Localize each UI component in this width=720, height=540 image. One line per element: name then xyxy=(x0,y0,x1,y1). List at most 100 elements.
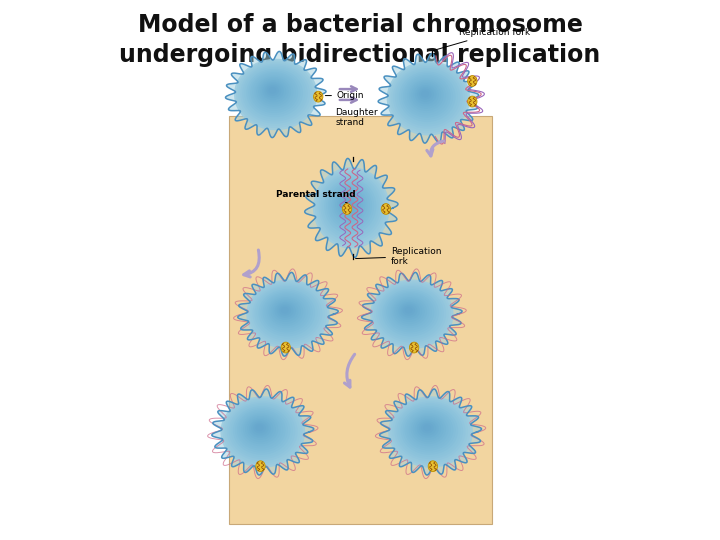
Ellipse shape xyxy=(384,291,437,334)
Ellipse shape xyxy=(382,204,391,214)
Ellipse shape xyxy=(260,80,287,103)
Ellipse shape xyxy=(339,193,359,214)
Text: Replication fork: Replication fork xyxy=(433,28,531,51)
Polygon shape xyxy=(305,158,398,258)
Ellipse shape xyxy=(344,199,352,207)
Polygon shape xyxy=(238,272,338,356)
Ellipse shape xyxy=(421,423,434,434)
Ellipse shape xyxy=(261,291,313,334)
Ellipse shape xyxy=(415,417,441,440)
Polygon shape xyxy=(225,51,326,138)
Ellipse shape xyxy=(417,87,434,102)
Ellipse shape xyxy=(317,171,385,244)
Ellipse shape xyxy=(235,408,288,453)
Ellipse shape xyxy=(411,82,441,109)
Ellipse shape xyxy=(390,295,430,328)
Ellipse shape xyxy=(264,294,308,330)
Ellipse shape xyxy=(390,398,470,465)
Ellipse shape xyxy=(256,77,291,107)
Ellipse shape xyxy=(407,411,451,449)
Ellipse shape xyxy=(398,404,461,457)
Ellipse shape xyxy=(262,82,284,100)
Ellipse shape xyxy=(410,414,446,444)
Ellipse shape xyxy=(388,294,432,330)
Ellipse shape xyxy=(247,417,274,440)
Ellipse shape xyxy=(279,305,292,316)
Ellipse shape xyxy=(220,396,305,468)
Ellipse shape xyxy=(313,167,390,248)
Ellipse shape xyxy=(246,69,303,117)
Ellipse shape xyxy=(386,292,434,333)
Ellipse shape xyxy=(254,75,294,109)
Ellipse shape xyxy=(276,303,294,318)
Ellipse shape xyxy=(417,419,438,438)
Ellipse shape xyxy=(337,192,361,217)
Ellipse shape xyxy=(428,461,438,471)
Text: Origin: Origin xyxy=(325,91,364,100)
Ellipse shape xyxy=(229,403,295,459)
Ellipse shape xyxy=(227,401,298,461)
Ellipse shape xyxy=(269,297,303,326)
Ellipse shape xyxy=(415,85,436,104)
Ellipse shape xyxy=(266,85,279,96)
Ellipse shape xyxy=(246,280,330,349)
Ellipse shape xyxy=(230,404,293,457)
Ellipse shape xyxy=(392,66,463,129)
Ellipse shape xyxy=(397,70,458,124)
Ellipse shape xyxy=(392,297,427,326)
Text: Parental strand: Parental strand xyxy=(276,190,356,203)
Ellipse shape xyxy=(242,65,308,122)
Ellipse shape xyxy=(419,421,436,436)
Ellipse shape xyxy=(370,280,454,349)
Ellipse shape xyxy=(318,173,383,241)
Ellipse shape xyxy=(413,416,444,442)
Ellipse shape xyxy=(343,197,354,210)
Ellipse shape xyxy=(392,400,468,463)
Ellipse shape xyxy=(222,398,302,465)
Ellipse shape xyxy=(244,67,305,119)
Ellipse shape xyxy=(409,80,444,111)
Ellipse shape xyxy=(320,174,381,239)
Ellipse shape xyxy=(258,78,289,105)
Ellipse shape xyxy=(262,292,310,333)
Ellipse shape xyxy=(343,204,351,214)
Polygon shape xyxy=(379,389,482,475)
Ellipse shape xyxy=(258,289,315,336)
Ellipse shape xyxy=(413,83,439,106)
Text: undergoing bidirectional replication: undergoing bidirectional replication xyxy=(120,43,600,67)
Ellipse shape xyxy=(243,414,279,444)
Ellipse shape xyxy=(253,423,266,434)
Ellipse shape xyxy=(274,302,296,320)
Ellipse shape xyxy=(245,416,276,442)
Ellipse shape xyxy=(254,286,320,341)
Ellipse shape xyxy=(396,300,423,322)
Bar xyxy=(229,116,492,524)
Ellipse shape xyxy=(233,406,291,455)
Ellipse shape xyxy=(336,190,364,219)
Ellipse shape xyxy=(248,281,328,347)
Ellipse shape xyxy=(402,408,456,453)
Ellipse shape xyxy=(405,77,449,116)
Ellipse shape xyxy=(419,89,432,100)
Ellipse shape xyxy=(374,283,449,345)
Ellipse shape xyxy=(250,72,298,113)
Ellipse shape xyxy=(252,284,323,343)
Polygon shape xyxy=(212,389,314,475)
Ellipse shape xyxy=(264,84,282,98)
Ellipse shape xyxy=(281,342,290,353)
Ellipse shape xyxy=(400,406,459,455)
Ellipse shape xyxy=(328,182,372,229)
Polygon shape xyxy=(378,53,479,143)
Ellipse shape xyxy=(249,419,271,438)
Ellipse shape xyxy=(251,421,269,436)
Ellipse shape xyxy=(400,303,418,318)
Ellipse shape xyxy=(395,68,461,126)
Ellipse shape xyxy=(269,87,276,94)
Ellipse shape xyxy=(407,78,446,113)
Ellipse shape xyxy=(323,177,379,237)
Ellipse shape xyxy=(401,73,454,120)
Ellipse shape xyxy=(234,59,318,130)
Ellipse shape xyxy=(251,283,325,345)
Ellipse shape xyxy=(405,307,413,314)
Ellipse shape xyxy=(378,286,444,341)
